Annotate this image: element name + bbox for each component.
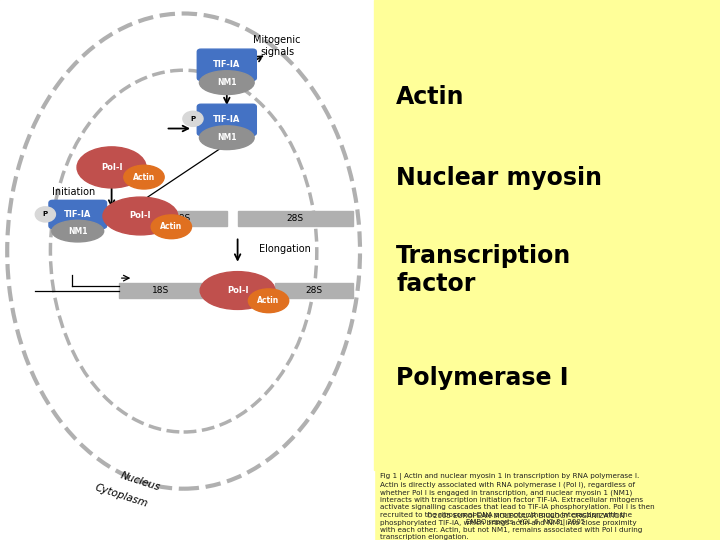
- Bar: [203, 283, 235, 298]
- Text: Mitogenic
signals: Mitogenic signals: [253, 35, 301, 57]
- Circle shape: [35, 207, 55, 222]
- Text: 18S: 18S: [174, 214, 191, 223]
- Text: Cytoplasm: Cytoplasm: [93, 482, 149, 509]
- Text: Elongation: Elongation: [259, 245, 311, 254]
- Text: Pol-I: Pol-I: [130, 212, 151, 220]
- Text: Polymerase I: Polymerase I: [396, 366, 569, 390]
- Ellipse shape: [124, 165, 164, 189]
- Ellipse shape: [151, 215, 192, 239]
- Text: Nuclear myosin: Nuclear myosin: [396, 166, 602, 190]
- Bar: [275, 283, 353, 298]
- Ellipse shape: [199, 71, 254, 94]
- FancyBboxPatch shape: [49, 200, 107, 228]
- Text: Actin: Actin: [161, 222, 182, 231]
- Text: NM1: NM1: [217, 133, 237, 142]
- Text: Fig 1 | Actin and nuclear myosin 1 in transcription by RNA polymerase I.
Actin i: Fig 1 | Actin and nuclear myosin 1 in tr…: [380, 472, 654, 540]
- Text: NM1: NM1: [217, 78, 237, 87]
- Text: 18S: 18S: [153, 286, 169, 295]
- Ellipse shape: [199, 126, 254, 150]
- FancyBboxPatch shape: [197, 104, 256, 136]
- Text: P: P: [42, 211, 48, 218]
- Text: Pol-I: Pol-I: [227, 286, 248, 295]
- Text: P: P: [190, 116, 196, 122]
- Text: TIF-IA: TIF-IA: [64, 210, 91, 219]
- Text: 28S: 28S: [287, 214, 304, 223]
- FancyBboxPatch shape: [197, 49, 256, 80]
- Ellipse shape: [200, 272, 275, 309]
- Text: NM1: NM1: [68, 227, 88, 235]
- Text: Transcription
factor: Transcription factor: [396, 244, 571, 296]
- Text: TIF-IA: TIF-IA: [213, 60, 240, 69]
- Ellipse shape: [103, 197, 178, 235]
- Bar: [238, 211, 353, 226]
- Text: Pol-I: Pol-I: [101, 163, 122, 172]
- Text: Initiation: Initiation: [52, 187, 95, 197]
- Bar: [119, 283, 203, 298]
- Text: 28S: 28S: [305, 286, 323, 295]
- Text: Actin: Actin: [396, 85, 464, 109]
- Bar: [138, 211, 227, 226]
- Ellipse shape: [77, 147, 146, 188]
- Bar: [45, 212, 124, 226]
- Text: Actin: Actin: [133, 173, 155, 181]
- Ellipse shape: [52, 220, 104, 242]
- Text: ©2005 EUROPEAN MOLECULAR BIOLOGY ORGANIZATION
EMBO reports  VOL 6  NO 3 | 2005: ©2005 EUROPEAN MOLECULAR BIOLOGY ORGANIZ…: [426, 512, 625, 526]
- Bar: [0, 0, 374, 540]
- Text: Actin: Actin: [258, 296, 279, 305]
- Ellipse shape: [248, 289, 289, 313]
- Text: Nucleus: Nucleus: [120, 470, 161, 493]
- Circle shape: [183, 111, 203, 126]
- Bar: [374, 0, 720, 470]
- Text: TIF-IA: TIF-IA: [213, 116, 240, 124]
